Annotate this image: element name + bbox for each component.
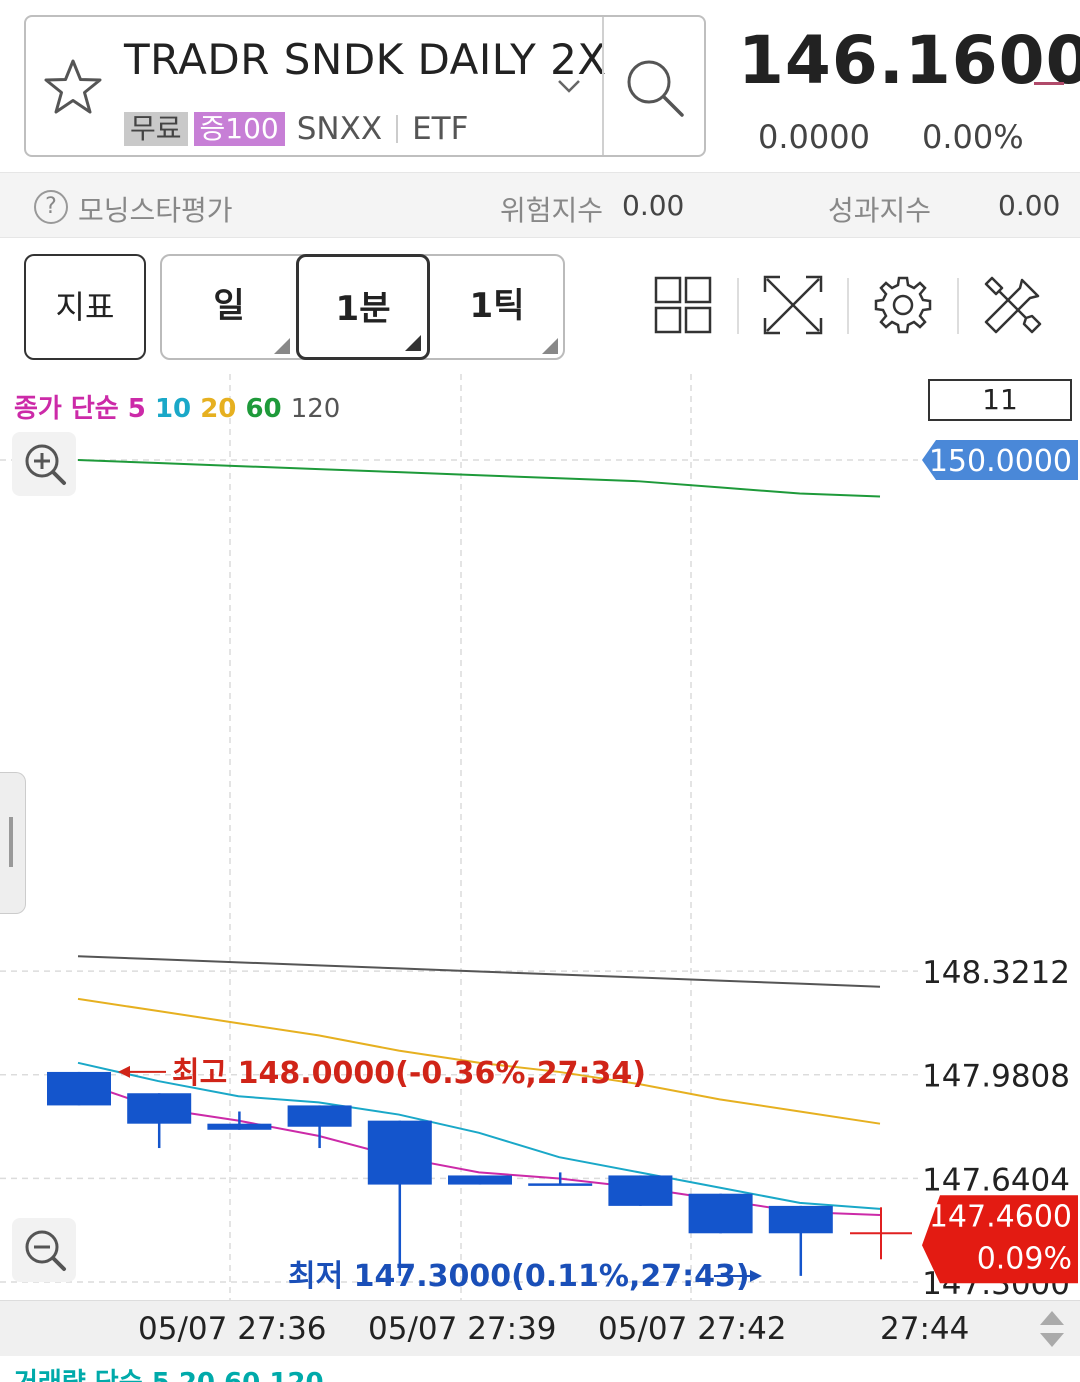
ma-legend-120: 120 (290, 394, 341, 424)
ma-legend-20: 20 (200, 394, 237, 424)
stock-title[interactable]: TRADR SNDK DAILY 2X (124, 35, 607, 84)
security-type: ETF (412, 111, 469, 147)
period-selector: 일 1분 1틱 (160, 254, 565, 360)
stock-name-box[interactable]: TRADR SNDK DAILY 2X 무료 증100 SNXX ETF (24, 15, 706, 157)
performance-index-value: 0.00 (998, 189, 1061, 222)
free-badge: 무료 (124, 112, 188, 146)
search-divider (602, 17, 604, 155)
indicator-button[interactable]: 지표 (24, 254, 146, 360)
candle-body (608, 1175, 673, 1206)
toolbar-divider (737, 278, 739, 334)
time-label: 27:44 (880, 1311, 970, 1347)
top-price-tag-bg (922, 440, 1078, 480)
side-panel-handle[interactable] (0, 772, 26, 914)
zoom-out-button[interactable] (12, 1218, 76, 1282)
ma-legend-prefix: 종가 단순 (14, 394, 119, 424)
ma-legend-5: 5 (127, 394, 146, 424)
zoom-in-icon (25, 444, 66, 485)
candle-count-input[interactable]: 11 (928, 379, 1072, 421)
stock-tags: 무료 증100 SNXX ETF (124, 111, 468, 147)
high-annotation: 최고 148.0000(-0.36%,27:34) (172, 1056, 646, 1091)
candle-body (768, 1205, 833, 1234)
tag-divider (396, 115, 399, 143)
time-label: 05/07 27:42 (598, 1311, 787, 1347)
candle-body (367, 1120, 432, 1185)
ma-legend[interactable]: 종가 단순 5 10 20 60 120 (14, 388, 340, 425)
grid-layout-icon[interactable] (652, 274, 714, 336)
top-price-tag: 150.0000 (929, 444, 1072, 479)
risk-index-value: 0.00 (622, 189, 685, 222)
toolbar-divider (847, 278, 849, 334)
zoom-out-icon (25, 1230, 66, 1271)
price-change-pct: 0.00% (922, 118, 1024, 156)
performance-index-label: 성과지수 (828, 194, 932, 227)
ma-legend-60: 60 (245, 394, 282, 424)
price-flat-indicator (1034, 82, 1064, 85)
period-1tick-button[interactable]: 1틱 (430, 254, 564, 360)
fullscreen-icon[interactable] (762, 274, 824, 336)
ma-legend-10: 10 (154, 394, 192, 424)
price-change: 0.0000 (758, 118, 870, 156)
help-icon[interactable]: ? (34, 190, 68, 224)
ma-line-60 (77, 459, 881, 498)
scroll-updown-icon[interactable] (1038, 1309, 1066, 1349)
price-axis-label: 147.6404 (922, 1162, 1070, 1198)
high-arrow-head (118, 1065, 130, 1078)
header: TRADR SNDK DAILY 2X 무료 증100 SNXX ETF 146… (0, 0, 1080, 172)
time-label: 05/07 27:39 (368, 1311, 557, 1347)
chevron-down-icon[interactable] (556, 72, 582, 98)
current-pct-tag: 0.09% (977, 1241, 1072, 1276)
toolbar-divider (957, 278, 959, 334)
morningstar-rating-label[interactable]: 모닝스타평가 (78, 194, 233, 227)
ticker-symbol: SNXX (296, 111, 383, 147)
price-axis-bg (918, 374, 1080, 1300)
time-label: 05/07 27:36 (138, 1311, 327, 1347)
rating-bar: ? 모닝스타평가 위험지수 0.00 성과지수 0.00 (0, 172, 1080, 238)
period-day-button[interactable]: 일 (162, 254, 296, 360)
current-price-tag: 147.4600 (929, 1199, 1072, 1234)
candle-body (47, 1071, 111, 1106)
time-axis: 05/07 27:36 05/07 27:39 05/07 27:42 27:4… (0, 1300, 1080, 1356)
favorite-star-icon[interactable] (40, 55, 106, 121)
search-icon[interactable] (622, 55, 688, 121)
volume-legend[interactable]: 거래량 단순 5 20 60 120 (14, 1362, 324, 1382)
risk-index-label: 위험지수 (500, 194, 604, 227)
current-price: 146.1600 (738, 22, 1080, 99)
tools-icon[interactable] (982, 274, 1044, 336)
candle-body (207, 1123, 272, 1130)
price-axis-label: 147.9808 (922, 1059, 1070, 1095)
candle-body (688, 1193, 753, 1234)
chart-toolbar: 지표 일 1분 1틱 (0, 238, 1080, 374)
low-arrow-head (750, 1270, 762, 1282)
candle-body (448, 1175, 512, 1185)
price-axis-label: 148.3212 (922, 955, 1070, 991)
candle-body (287, 1105, 352, 1127)
current-price-tag-bg (922, 1195, 1078, 1284)
ma-line-120 (77, 955, 881, 988)
gear-icon[interactable] (872, 274, 934, 336)
zoom-in-button[interactable] (12, 432, 76, 496)
ma-line-10 (77, 1061, 881, 1210)
period-1min-button[interactable]: 1분 (296, 254, 430, 360)
ma-line-20 (77, 997, 881, 1125)
candle-body (127, 1093, 192, 1124)
low-annotation: 최저 147.3000(0.11%,27:43) (288, 1259, 750, 1294)
margin-badge: 증100 (193, 112, 285, 146)
